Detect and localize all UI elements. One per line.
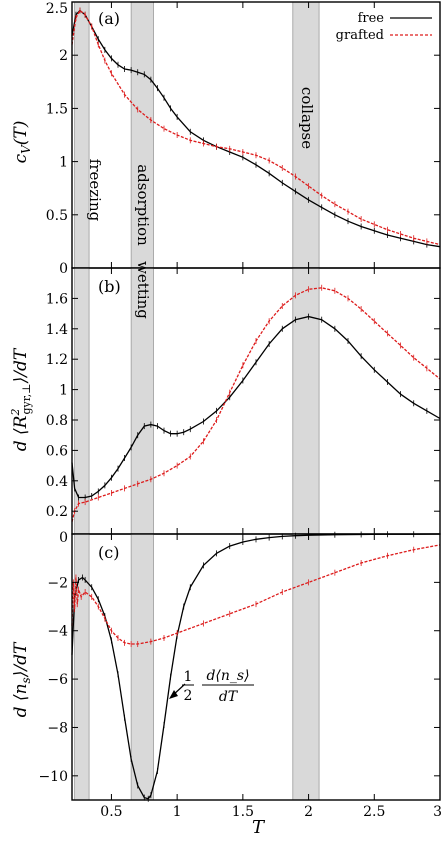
panel-a: 0 0.5 1 1.5 2 2.5 [46,1,441,277]
series-line-free [71,9,441,248]
y-tick-label: 0.8 [46,413,68,429]
svg-text:d ⟨ns⟩/dT: d ⟨ns⟩/dT [11,641,33,717]
y-tick-label: 2.5 [46,1,68,17]
band-label-adsorption: adsorption [134,164,152,246]
legend-grafted-label: grafted [336,28,384,43]
y-tick-label: −4 [47,624,68,640]
y-tick-label: 0.6 [46,443,68,459]
shaded-band-2 [292,533,320,801]
shaded-band-1 [130,533,154,801]
y-tick-label: 1 [59,155,68,171]
shaded-band-0 [74,1,90,269]
panel-label-c: (c) [98,543,119,562]
svg-text:freezing: freezing [86,159,104,222]
band-label-freezing: freezing [86,159,104,222]
y-tick-label: 1 [59,383,68,399]
shaded-band-2 [292,267,320,535]
svg-text:wetting: wetting [134,261,152,319]
ylabel-c: d ⟨ns⟩/dT [11,641,33,717]
svg-text:1: 1 [184,669,193,685]
y-tick-label: 1.2 [46,352,68,368]
svg-text:collapse: collapse [298,87,316,149]
svg-text:cV(T): cV(T) [11,121,33,164]
svg-text:2: 2 [184,688,193,704]
series-line-grafted [71,9,441,246]
panel-c: −10 −8 −6 −4 −2 0 [38,530,441,802]
x-tick-label: 1 [173,804,182,820]
series-line-free [71,533,441,800]
annotation-half-derivative: 1 2 d⟨n_s⟩ dT [169,668,254,705]
x-tick-label: 2.5 [363,804,385,820]
shaded-band-0 [74,533,90,801]
y-tick-label: 0.2 [46,504,68,520]
svg-text:dT: dT [219,689,239,705]
series-line-grafted [71,287,441,522]
svg-text:adsorption: adsorption [134,164,152,246]
svg-text:d⟨n_s⟩: d⟨n_s⟩ [206,668,249,684]
legend: free grafted [336,11,432,43]
x-tick-label: 2 [304,804,313,820]
panel-label-a: (a) [98,9,120,28]
x-tick-label: 3 [433,804,442,820]
panel-b: 0.2 0.4 0.6 0.8 1 1.2 1.4 1.6 [46,267,441,535]
y-tick-label: 0 [59,261,68,277]
y-tick-label: 1.6 [46,291,68,307]
y-tick-label: −6 [47,672,68,688]
y-tick-label: 2 [59,48,68,64]
svg-text:d ⟨R2gyr,⊥⟩/dT: d ⟨R2gyr,⊥⟩/dT [9,347,33,451]
plot-frame [71,533,441,801]
y-tick-label: 1.4 [46,322,68,338]
panel-label-b: (b) [98,277,121,296]
y-tick-label: 1.5 [46,101,68,117]
y-tick-label: 0 [59,530,68,546]
legend-free-label: free [358,11,385,26]
xlabel: T [252,817,266,838]
x-tick-label: 1.5 [232,804,254,820]
y-tick-label: −8 [47,720,68,736]
y-tick-label: −2 [47,575,68,591]
ylabel-b: d ⟨R2gyr,⊥⟩/dT [9,347,33,451]
annotation-arrowhead [169,690,178,699]
series-line-grafted [71,544,441,645]
plot-frame [71,267,441,535]
ylabel-a: cV(T) [11,121,33,164]
y-tick-label: −10 [38,769,68,785]
y-tick-label: 0.4 [46,474,68,490]
x-tick-label: 0.5 [100,804,122,820]
band-label-collapse: collapse [298,87,316,149]
y-tick-label: 0.5 [46,208,68,224]
band-label-wetting: wetting [134,261,152,319]
